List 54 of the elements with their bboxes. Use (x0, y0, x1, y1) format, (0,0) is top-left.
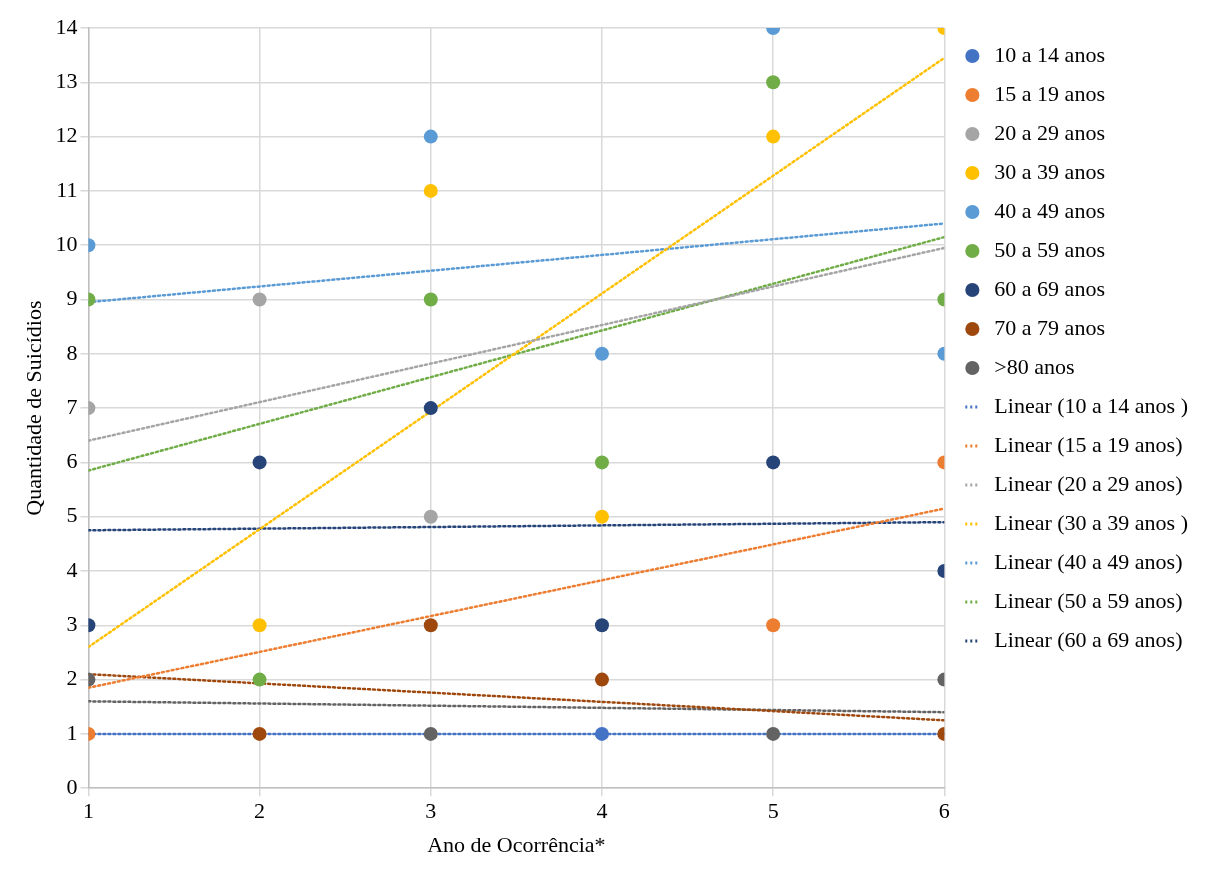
y-tick-label: 2 (66, 665, 78, 691)
x-tick-label: 5 (767, 798, 779, 824)
y-tick-label: 14 (55, 13, 78, 39)
y-tick-label: 4 (66, 556, 78, 582)
y-tick-label: 6 (66, 448, 78, 474)
x-tick-label: 4 (596, 798, 608, 824)
x-tick-label: 2 (254, 798, 266, 824)
legend-label: Linear (10 a 14 anos ) (994, 392, 1189, 418)
y-tick-label: 8 (66, 339, 78, 365)
y-tick-label: 10 (55, 230, 78, 256)
legend-label: 40 a 49 anos (994, 197, 1105, 223)
legend-label: 60 a 69 anos (994, 275, 1105, 301)
y-tick-label: 11 (56, 176, 78, 202)
legend-label: Linear (50 a 59 anos) (994, 587, 1183, 613)
legend-label: Linear (20 a 29 anos) (994, 470, 1183, 496)
point (252, 292, 267, 307)
x-tick-label: 6 (938, 798, 950, 824)
point (252, 726, 267, 741)
legend-label: Linear (40 a 49 anos) (994, 548, 1183, 574)
y-tick-label: 13 (55, 68, 78, 94)
point (423, 401, 438, 416)
point (252, 672, 267, 687)
y-tick-label: 3 (66, 611, 78, 637)
y-axis-title: Quantidade de Suicídios (20, 300, 46, 516)
legend-label: 30 a 39 anos (994, 158, 1105, 184)
y-tick-label: 5 (66, 502, 78, 528)
legend-label: Linear (30 a 39 anos ) (994, 509, 1189, 535)
point (423, 509, 438, 524)
legend-label: 10 a 14 anos (994, 41, 1105, 67)
legend-label: >80 anos (994, 353, 1075, 379)
y-tick-label: 9 (66, 285, 78, 311)
x-tick-label: 3 (425, 798, 437, 824)
point (594, 618, 609, 633)
legend-label: Linear (15 a 19 anos) (994, 431, 1183, 457)
y-tick-label: 12 (55, 122, 78, 148)
y-tick-label: 7 (66, 393, 78, 419)
point (252, 618, 267, 633)
point (594, 455, 609, 470)
point (594, 509, 609, 524)
point (423, 292, 438, 307)
point (594, 672, 609, 687)
point (252, 455, 267, 470)
x-tick-label: 1 (82, 798, 94, 824)
point (423, 183, 438, 198)
y-tick-label: 0 (66, 773, 78, 799)
x-axis-title: Ano de Ocorrência* (427, 831, 606, 857)
legend-label: 20 a 29 anos (994, 119, 1105, 145)
point (423, 618, 438, 633)
y-tick-label: 1 (66, 719, 78, 745)
legend-label: 70 a 79 anos (994, 314, 1105, 340)
legend-label: Linear (60 a 69 anos) (994, 626, 1183, 652)
point (594, 726, 609, 741)
legend-label: 50 a 59 anos (994, 236, 1105, 262)
legend-label: 15 a 19 anos (994, 80, 1105, 106)
